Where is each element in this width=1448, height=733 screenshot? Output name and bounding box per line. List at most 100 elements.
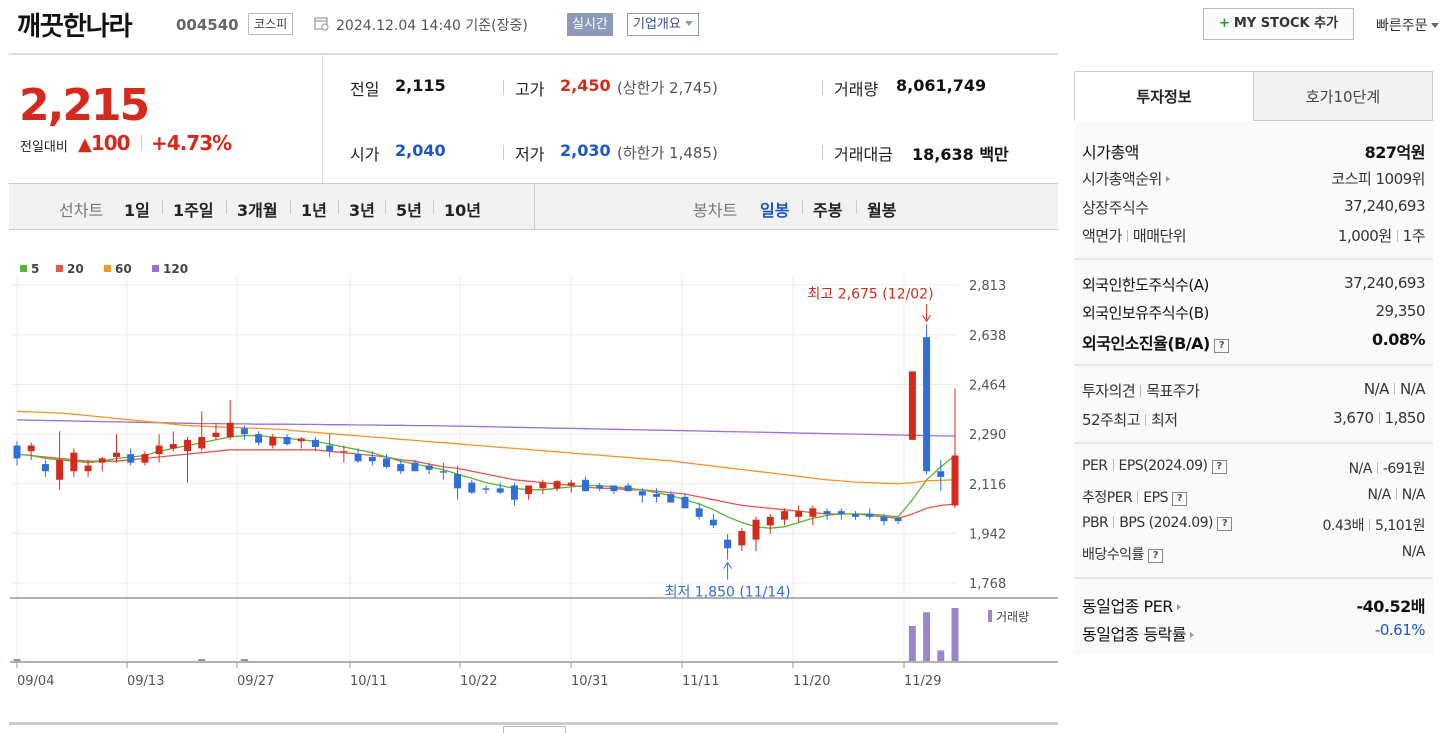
divider bbox=[1393, 383, 1395, 395]
company-overview-label: 기업개요 bbox=[633, 17, 681, 32]
high-arrow-head bbox=[922, 315, 931, 323]
candle-body bbox=[880, 516, 888, 522]
per-row: PER EPS(2024.09)? N/A -691원 bbox=[1082, 458, 1426, 482]
candle-body bbox=[297, 438, 305, 442]
ma-line-ma60 bbox=[16, 410, 956, 485]
prev-close-value: 2,115 bbox=[395, 76, 446, 95]
help-icon[interactable]: ? bbox=[1171, 492, 1187, 506]
candle-body bbox=[56, 459, 64, 480]
candle-body bbox=[425, 465, 433, 470]
y-tick-label: 2,638 bbox=[969, 329, 1006, 344]
volume-bar bbox=[198, 659, 206, 661]
x-tick-label: 11/29 bbox=[904, 674, 941, 689]
candle-body bbox=[397, 464, 405, 472]
legend-label: 5 bbox=[31, 262, 39, 276]
candle-body bbox=[311, 439, 319, 447]
period-5y[interactable]: 5년 bbox=[396, 201, 422, 220]
candle-body bbox=[951, 455, 959, 506]
candlestick-chart[interactable]: 5 20 60 120 2,813 2,638 2,464 2,290 2,116 1,942 1… bbox=[0, 230, 1060, 733]
x-tick-label: 11/11 bbox=[682, 674, 719, 689]
help-icon[interactable]: ? bbox=[1216, 517, 1232, 531]
low-52w-label: 최저 bbox=[1151, 411, 1178, 429]
volume-value: 8,061,749 bbox=[896, 76, 987, 95]
add-my-stock-button[interactable]: + MY STOCK 추가 bbox=[1203, 8, 1354, 40]
tab-orderbook[interactable]: 호가10단계 bbox=[1253, 71, 1433, 121]
volume-bar bbox=[908, 626, 916, 661]
x-tick-label: 10/31 bbox=[571, 674, 608, 689]
period-3m[interactable]: 3개월 bbox=[237, 201, 278, 220]
candle-body bbox=[411, 462, 419, 472]
realtime-button[interactable]: 실시간 bbox=[567, 13, 613, 36]
sector-per-link[interactable]: 동일업종 PER bbox=[1082, 593, 1184, 617]
candle-body bbox=[823, 511, 831, 514]
candle-body bbox=[923, 337, 931, 472]
target-value: N/A bbox=[1399, 380, 1426, 398]
candle-body bbox=[340, 451, 348, 453]
candle-body bbox=[127, 454, 135, 463]
candle-monthly[interactable]: 월봉 bbox=[867, 201, 897, 220]
foreign-hold-value: 29,350 bbox=[1375, 302, 1426, 320]
company-overview-dropdown[interactable]: 기업개요 bbox=[627, 13, 699, 36]
per-value: N/A bbox=[1348, 461, 1373, 477]
chevron-right-icon bbox=[1176, 604, 1184, 610]
candle-daily[interactable]: 일봉 bbox=[760, 201, 790, 220]
help-icon[interactable]: ? bbox=[1213, 339, 1229, 353]
chevron-down-icon bbox=[684, 21, 693, 30]
period-1w[interactable]: 1주일 bbox=[173, 201, 214, 220]
candle-body bbox=[184, 439, 192, 452]
foreign-ratio-value: 0.08% bbox=[1371, 330, 1426, 349]
candle-body bbox=[112, 452, 120, 457]
scroll-handle[interactable] bbox=[503, 726, 566, 733]
candle-body bbox=[198, 436, 206, 449]
high-52w-label: 52주최고 bbox=[1082, 411, 1141, 429]
candle-body bbox=[894, 518, 902, 522]
period-1d[interactable]: 1일 bbox=[124, 201, 150, 220]
divider bbox=[1074, 364, 1433, 366]
change-amount: 100 bbox=[90, 131, 131, 155]
divider bbox=[1140, 385, 1142, 397]
high-value: 2,450 bbox=[560, 76, 611, 95]
mcap-row: 시가총액 827억원 bbox=[1082, 139, 1426, 163]
help-icon[interactable]: ? bbox=[1147, 549, 1163, 563]
candle-body bbox=[581, 479, 589, 492]
candle-body bbox=[27, 445, 35, 452]
divider bbox=[1396, 230, 1398, 242]
sector-change-row: 동일업종 등락률 -0.61% bbox=[1082, 621, 1426, 645]
candle-body bbox=[866, 513, 874, 517]
divider bbox=[1369, 519, 1371, 531]
divider bbox=[1376, 462, 1378, 474]
period-10y[interactable]: 10년 bbox=[444, 201, 481, 220]
period-3y[interactable]: 3년 bbox=[349, 201, 375, 220]
open-label: 시가 bbox=[350, 145, 380, 164]
candle-body bbox=[70, 452, 78, 472]
divider bbox=[503, 80, 504, 95]
est-per-value: N/A bbox=[1367, 487, 1391, 503]
sector-change-label: 동일업종 등락률 bbox=[1082, 625, 1187, 644]
help-icon[interactable]: ? bbox=[1211, 460, 1227, 474]
candle-body bbox=[326, 445, 334, 452]
candle-body bbox=[752, 519, 760, 540]
mcap-rank-row: 시가총액순위 코스피 1009위 bbox=[1082, 168, 1425, 192]
foreign-limit-label: 외국인한도주식수(A) bbox=[1082, 276, 1209, 294]
quote-timestamp: 2024.12.04 14:40 기준(장중) bbox=[336, 18, 528, 34]
divider bbox=[822, 145, 823, 160]
current-price: 2,215 bbox=[19, 80, 150, 131]
candle-body bbox=[695, 508, 703, 517]
sector-change-link[interactable]: 동일업종 등락률 bbox=[1082, 621, 1197, 645]
candle-body bbox=[354, 454, 362, 462]
mcap-value: 827억원 bbox=[1364, 143, 1426, 162]
candle-body bbox=[795, 511, 803, 517]
foreign-hold-row: 외국인보유주식수(B) 29,350 bbox=[1082, 302, 1425, 326]
period-1y[interactable]: 1년 bbox=[301, 201, 327, 220]
legend-swatch bbox=[56, 265, 63, 272]
bps-value: 5,101원 bbox=[1375, 518, 1425, 534]
market-badge: 코스피 bbox=[248, 13, 294, 35]
est-per-row: 추정PER EPS? N/A N/A bbox=[1082, 487, 1426, 511]
tab-invest-info[interactable]: 투자정보 bbox=[1074, 71, 1254, 121]
mcap-rank-link[interactable]: 시가총액순위 bbox=[1082, 168, 1173, 189]
volume-bar bbox=[240, 659, 248, 661]
candle-weekly[interactable]: 주봉 bbox=[813, 201, 843, 220]
range-52w-row: 52주최고 최저 3,670 1,850 bbox=[1082, 409, 1426, 433]
quick-order-dropdown[interactable]: 빠른주문 bbox=[1376, 15, 1439, 35]
sector-per-label: 동일업종 PER bbox=[1082, 597, 1173, 616]
